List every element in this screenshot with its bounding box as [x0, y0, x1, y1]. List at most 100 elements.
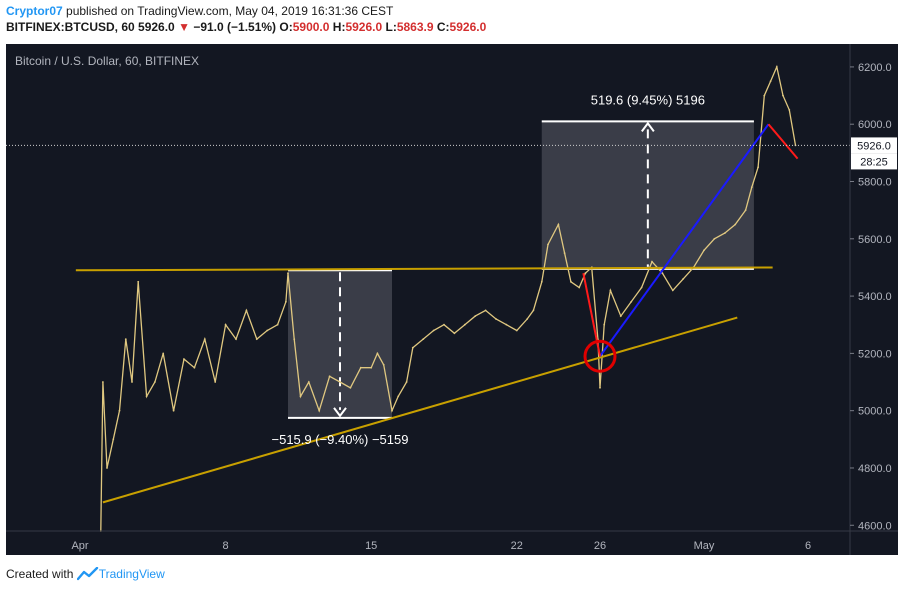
- price-point: [788, 109, 791, 111]
- created-with-label: Created with: [6, 567, 74, 581]
- price-point: [570, 280, 572, 283]
- price-tag-label: 5926.0: [857, 140, 891, 152]
- y-tick-label: 6200.0: [858, 62, 892, 74]
- countdown-box: [851, 153, 897, 170]
- price-point: [713, 237, 716, 240]
- low-label: L:: [385, 20, 397, 34]
- measure-up-arrow-head: [641, 121, 655, 132]
- high-value: 5926.0: [345, 20, 383, 34]
- price-point: [763, 94, 766, 97]
- x-tick-label: 26: [594, 540, 606, 552]
- support-trendline: [102, 316, 738, 504]
- price-point: [214, 381, 217, 383]
- price-point: [532, 309, 535, 312]
- red-trendline-2: [767, 123, 799, 160]
- price-point: [183, 358, 185, 360]
- chart-header: Cryptor07 published on TradingView.com, …: [6, 3, 896, 35]
- price-point: [474, 315, 477, 317]
- price-point: [609, 289, 612, 292]
- price-point: [112, 438, 115, 441]
- price-point: [224, 323, 227, 326]
- price-point: [318, 409, 321, 412]
- chart-area[interactable]: −515.9 (−9.40%) −5159 519.6 (9.45%) 5196 …: [6, 44, 898, 555]
- price-point: [750, 186, 753, 189]
- price-point: [599, 386, 601, 389]
- price-point: [391, 409, 393, 412]
- measure-down-arrow-head: [333, 407, 347, 418]
- y-tick-label: 5200.0: [858, 348, 892, 360]
- open-label: O:: [279, 20, 293, 34]
- highlight-circle: [583, 339, 617, 373]
- y-tick-label: 4800.0: [858, 463, 892, 475]
- price-tag-box: [851, 137, 897, 154]
- x-tick-label: Apr: [71, 540, 88, 552]
- y-tick-label: 4600.0: [858, 520, 892, 532]
- x-tick-label: 8: [223, 540, 229, 552]
- price-point: [515, 329, 518, 332]
- price-point: [630, 300, 633, 303]
- price-point: [540, 280, 543, 283]
- price-point: [411, 346, 414, 349]
- symbol-line: BITFINEX:BTCUSD, 60 5926.0 ▼ −91.0 (−1.5…: [6, 19, 896, 35]
- price-point: [339, 381, 341, 383]
- price-point: [443, 323, 445, 326]
- price-point: [349, 386, 352, 389]
- countdown-label: 28:25: [860, 156, 888, 168]
- measure-up-label: 519.6 (9.45%) 5196: [591, 92, 705, 107]
- price-point: [154, 381, 156, 383]
- price-point: [287, 272, 289, 275]
- open-value: 5900.0: [292, 20, 330, 34]
- price-point: [293, 338, 296, 340]
- price-point: [397, 395, 400, 398]
- price-point: [682, 278, 685, 280]
- close-label: C:: [436, 20, 450, 34]
- price-point: [405, 381, 408, 383]
- price-point: [547, 243, 549, 246]
- price-point: [505, 323, 508, 326]
- price-point: [584, 272, 587, 275]
- price-point: [299, 395, 302, 398]
- price-point: [285, 300, 287, 303]
- price-point: [619, 315, 622, 317]
- price-point: [203, 338, 206, 340]
- price-point: [782, 94, 784, 97]
- price-point: [757, 166, 759, 169]
- price-point: [145, 395, 148, 398]
- price-point: [640, 286, 643, 289]
- resistance-trendline: [75, 266, 773, 272]
- price-point: [661, 272, 664, 275]
- tradingview-brand-link[interactable]: TradingView: [98, 567, 165, 581]
- price-point: [432, 329, 435, 332]
- price-point: [276, 323, 279, 326]
- price-point: [137, 280, 140, 283]
- y-tick-label: 5400.0: [858, 291, 892, 303]
- price-point: [124, 338, 127, 340]
- price-point: [370, 366, 373, 369]
- footer: Created with TradingView: [6, 566, 165, 581]
- price-point: [463, 323, 466, 326]
- publish-line: Cryptor07 published on TradingView.com, …: [6, 3, 896, 19]
- x-tick-label: 6: [805, 540, 811, 552]
- price-point: [382, 363, 385, 366]
- tradingview-logo-icon: [76, 566, 98, 581]
- price-point: [703, 249, 705, 252]
- price-point: [422, 338, 425, 340]
- price-point: [162, 352, 165, 355]
- price-point: [106, 467, 108, 469]
- price-point: [744, 209, 747, 212]
- x-tick-label: May: [694, 540, 715, 552]
- price-change: −91.0 (−1.51%): [193, 20, 277, 34]
- price-point: [651, 260, 653, 263]
- price-point: [359, 366, 362, 369]
- price-point: [328, 375, 331, 378]
- author-link[interactable]: Cryptor07: [6, 4, 63, 18]
- price-point: [775, 66, 778, 68]
- low-value: 5863.9: [396, 20, 434, 34]
- price-series-line-0: [100, 64, 797, 532]
- price-point: [102, 381, 104, 383]
- down-arrow-icon: ▼: [178, 20, 190, 34]
- publish-info: published on TradingView.com, May 04, 20…: [66, 4, 394, 18]
- measure-down-label: −515.9 (−9.40%) −5159: [272, 432, 409, 447]
- price-point: [118, 409, 121, 412]
